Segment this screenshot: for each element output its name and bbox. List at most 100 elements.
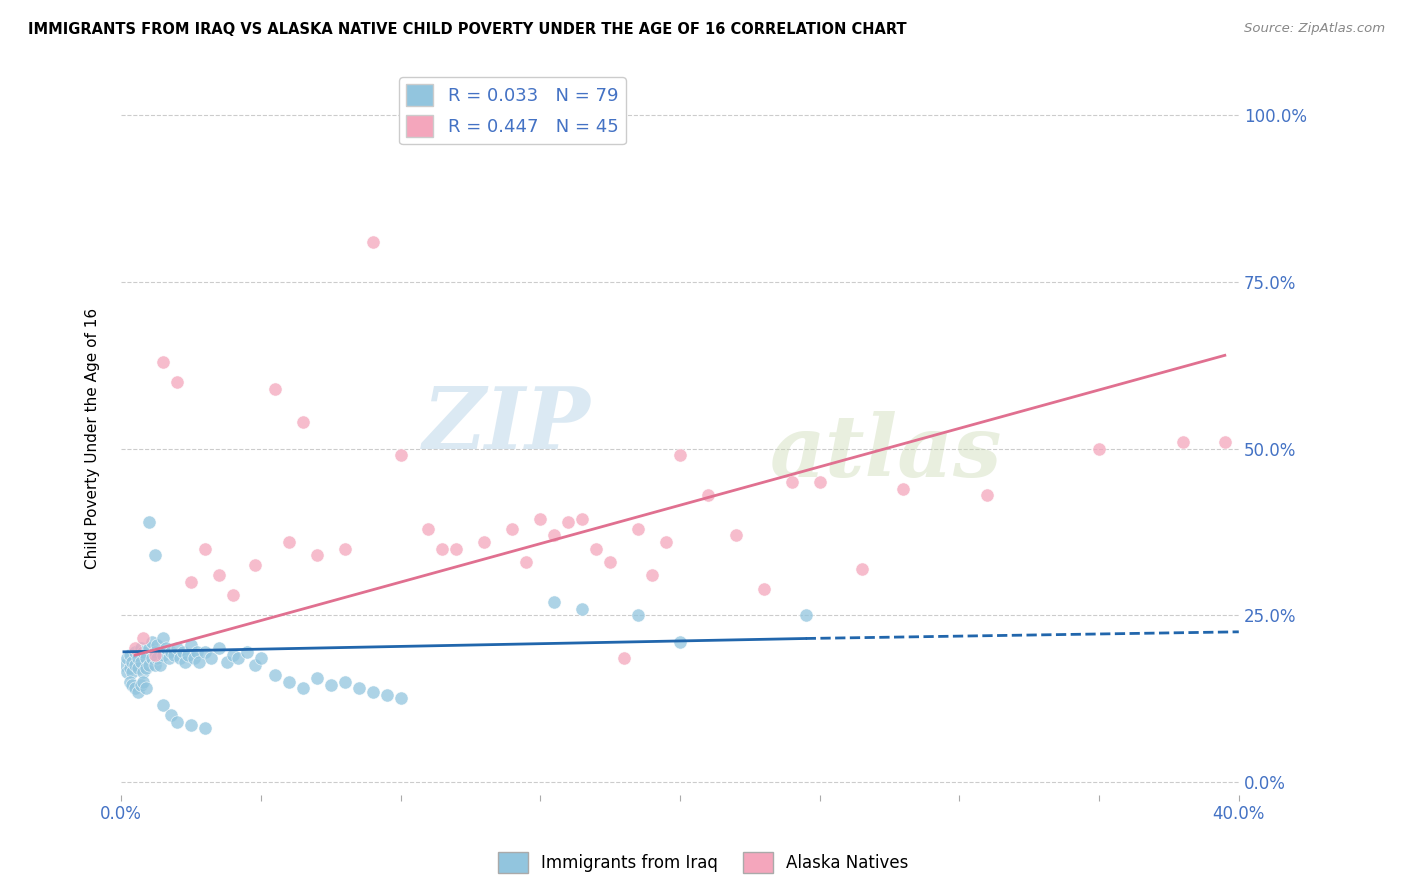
Point bbox=[585, 541, 607, 556]
Point bbox=[143, 645, 166, 659]
Point bbox=[446, 541, 468, 556]
Point bbox=[132, 632, 155, 646]
Point bbox=[121, 665, 143, 679]
Point bbox=[277, 534, 299, 549]
Point bbox=[129, 641, 152, 656]
Point bbox=[121, 655, 143, 669]
Point bbox=[141, 651, 163, 665]
Point bbox=[263, 668, 285, 682]
Point bbox=[180, 574, 202, 589]
Point bbox=[194, 541, 217, 556]
Point bbox=[118, 648, 141, 662]
Point bbox=[808, 475, 831, 489]
Point bbox=[780, 475, 803, 489]
Point bbox=[152, 698, 174, 712]
Point bbox=[121, 678, 143, 692]
Point bbox=[669, 635, 692, 649]
Point bbox=[124, 658, 146, 673]
Point bbox=[132, 665, 155, 679]
Point bbox=[627, 608, 650, 623]
Point bbox=[347, 681, 370, 696]
Point bbox=[794, 608, 817, 623]
Point bbox=[305, 548, 328, 562]
Point bbox=[389, 691, 412, 706]
Point bbox=[333, 674, 356, 689]
Point bbox=[118, 674, 141, 689]
Point bbox=[228, 651, 250, 665]
Y-axis label: Child Poverty Under the Age of 16: Child Poverty Under the Age of 16 bbox=[86, 308, 100, 569]
Point bbox=[291, 681, 314, 696]
Point bbox=[200, 651, 222, 665]
Point bbox=[222, 588, 245, 602]
Point bbox=[599, 555, 621, 569]
Point bbox=[169, 651, 191, 665]
Point bbox=[375, 688, 398, 702]
Point bbox=[124, 645, 146, 659]
Point bbox=[418, 522, 440, 536]
Point bbox=[152, 632, 174, 646]
Point bbox=[543, 528, 565, 542]
Point bbox=[132, 645, 155, 659]
Point bbox=[166, 375, 188, 389]
Point bbox=[613, 651, 636, 665]
Point bbox=[1213, 434, 1236, 449]
Point bbox=[143, 548, 166, 562]
Point bbox=[557, 515, 579, 529]
Point bbox=[641, 568, 664, 582]
Point bbox=[135, 661, 157, 675]
Point bbox=[543, 595, 565, 609]
Point bbox=[155, 641, 177, 656]
Point bbox=[132, 674, 155, 689]
Point bbox=[127, 661, 149, 675]
Point bbox=[143, 648, 166, 662]
Point bbox=[112, 658, 135, 673]
Point bbox=[1171, 434, 1194, 449]
Point bbox=[515, 555, 537, 569]
Point bbox=[166, 641, 188, 656]
Point bbox=[277, 674, 299, 689]
Point bbox=[174, 655, 197, 669]
Text: ZIP: ZIP bbox=[423, 383, 591, 467]
Point bbox=[361, 685, 384, 699]
Point bbox=[208, 568, 231, 582]
Point bbox=[305, 672, 328, 686]
Point bbox=[194, 645, 217, 659]
Point bbox=[291, 415, 314, 429]
Point bbox=[655, 534, 678, 549]
Point bbox=[183, 651, 205, 665]
Point bbox=[118, 661, 141, 675]
Legend: Immigrants from Iraq, Alaska Natives: Immigrants from Iraq, Alaska Natives bbox=[491, 846, 915, 880]
Point bbox=[152, 648, 174, 662]
Point bbox=[143, 658, 166, 673]
Point bbox=[724, 528, 747, 542]
Text: IMMIGRANTS FROM IRAQ VS ALASKA NATIVE CHILD POVERTY UNDER THE AGE OF 16 CORRELAT: IMMIGRANTS FROM IRAQ VS ALASKA NATIVE CH… bbox=[28, 22, 907, 37]
Point bbox=[115, 651, 138, 665]
Point bbox=[138, 515, 160, 529]
Point bbox=[146, 638, 169, 652]
Point bbox=[474, 534, 496, 549]
Point bbox=[135, 651, 157, 665]
Point bbox=[222, 648, 245, 662]
Point bbox=[163, 648, 186, 662]
Point bbox=[149, 658, 172, 673]
Point bbox=[127, 685, 149, 699]
Point bbox=[141, 635, 163, 649]
Point bbox=[432, 541, 454, 556]
Point bbox=[180, 718, 202, 732]
Point bbox=[129, 655, 152, 669]
Point bbox=[166, 714, 188, 729]
Point bbox=[138, 641, 160, 656]
Point bbox=[129, 678, 152, 692]
Point bbox=[115, 665, 138, 679]
Point bbox=[157, 651, 180, 665]
Point bbox=[186, 645, 208, 659]
Point bbox=[501, 522, 523, 536]
Point bbox=[669, 448, 692, 462]
Point bbox=[172, 645, 194, 659]
Point bbox=[529, 511, 551, 525]
Point bbox=[263, 382, 285, 396]
Point bbox=[127, 651, 149, 665]
Point bbox=[236, 645, 259, 659]
Point bbox=[160, 645, 183, 659]
Point bbox=[361, 235, 384, 249]
